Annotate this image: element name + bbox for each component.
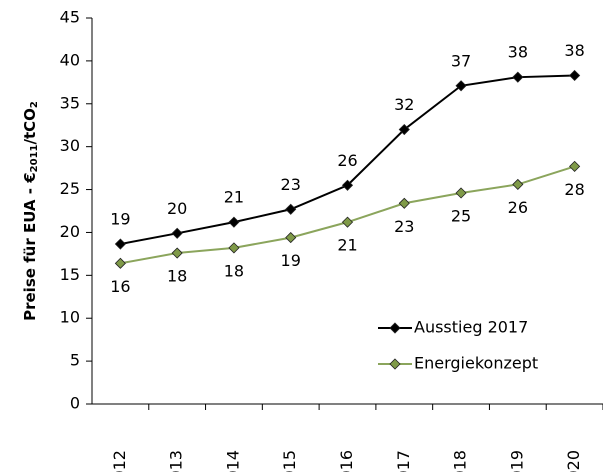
y-tick-label: 45 — [60, 8, 80, 27]
legend-label: Energiekonzept — [414, 354, 538, 373]
data-label: 19 — [110, 210, 130, 229]
marker — [341, 179, 354, 191]
data-label: 19 — [281, 251, 301, 270]
marker — [114, 238, 126, 250]
y-tick-label: 30 — [60, 136, 80, 155]
y-tick-label: 0 — [70, 394, 80, 413]
y-axis-label: Preise für EUA - €2011/tCO2 — [21, 101, 41, 321]
y-axis-label-sub: 2 — [29, 101, 40, 108]
data-label: 38 — [564, 41, 584, 60]
marker — [455, 187, 467, 199]
data-label: 21 — [337, 236, 357, 255]
y-tick-label: 40 — [60, 50, 80, 69]
y-axis-label-part: /tCO — [21, 108, 39, 144]
data-label: 32 — [394, 95, 414, 114]
x-tick-label: 2017 — [394, 450, 413, 472]
x-tick-label: 2012 — [110, 450, 129, 472]
data-label: 38 — [508, 43, 528, 62]
y-axis-label-part: Preise für EUA - € — [21, 172, 39, 321]
x-tick-label: 2014 — [223, 450, 242, 472]
marker — [512, 71, 524, 83]
marker — [569, 160, 581, 172]
x-tick-label: 2015 — [280, 450, 299, 472]
y-tick-label: 35 — [60, 93, 80, 112]
data-label: 20 — [167, 199, 187, 218]
marker — [455, 80, 467, 92]
data-label: 21 — [224, 188, 244, 207]
y-tick-label: 20 — [60, 222, 80, 241]
data-label: 26 — [508, 198, 528, 217]
data-label: 23 — [281, 175, 301, 194]
legend-marker — [389, 358, 401, 370]
marker — [398, 197, 410, 209]
marker — [512, 178, 524, 190]
y-axis-label-sub: 2011 — [29, 144, 40, 172]
marker — [171, 227, 183, 239]
marker — [341, 216, 354, 228]
legend-label: Ausstieg 2017 — [414, 318, 528, 337]
data-label: 37 — [451, 51, 471, 70]
y-tick-label: 10 — [60, 308, 80, 327]
data-label: 23 — [394, 217, 414, 236]
data-label: 18 — [224, 261, 244, 280]
data-label: 25 — [451, 206, 471, 225]
marker — [228, 242, 240, 254]
marker — [114, 257, 126, 269]
legend-marker — [389, 322, 401, 334]
marker — [569, 69, 581, 82]
data-label: 28 — [564, 180, 584, 199]
marker — [171, 247, 183, 259]
y-tick-label: 15 — [60, 265, 80, 284]
data-label: 16 — [110, 277, 130, 296]
marker — [228, 216, 240, 228]
marker — [398, 123, 410, 136]
x-tick-label: 2019 — [507, 450, 526, 472]
x-tick-label: 2016 — [337, 450, 356, 472]
marker — [285, 203, 297, 215]
marker — [285, 232, 297, 244]
y-tick-label: 25 — [60, 179, 80, 198]
y-tick-label: 5 — [70, 351, 80, 370]
data-label: 18 — [167, 267, 187, 286]
x-tick-label: 2013 — [167, 450, 186, 472]
x-tick-label: 2020 — [564, 450, 583, 472]
data-label: 26 — [337, 151, 357, 170]
x-tick-label: 2018 — [451, 450, 470, 472]
